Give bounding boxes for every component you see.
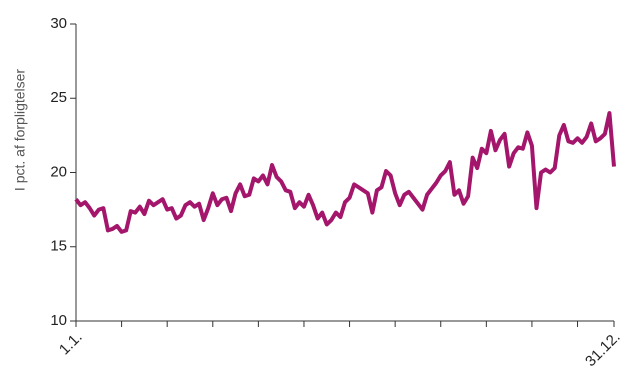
y-axis-label: I pct. af forpligtelser (12, 69, 28, 192)
y-tick-label: 25 (50, 89, 67, 106)
y-tick-label: 10 (50, 312, 67, 329)
x-tick-label: 31.12. (582, 329, 623, 369)
y-tick-label: 30 (50, 15, 67, 32)
y-tick-label: 15 (50, 238, 67, 255)
x-tick-label: 1.1. (56, 329, 86, 359)
y-tick-label: 20 (50, 163, 67, 180)
line-series (74, 111, 616, 234)
